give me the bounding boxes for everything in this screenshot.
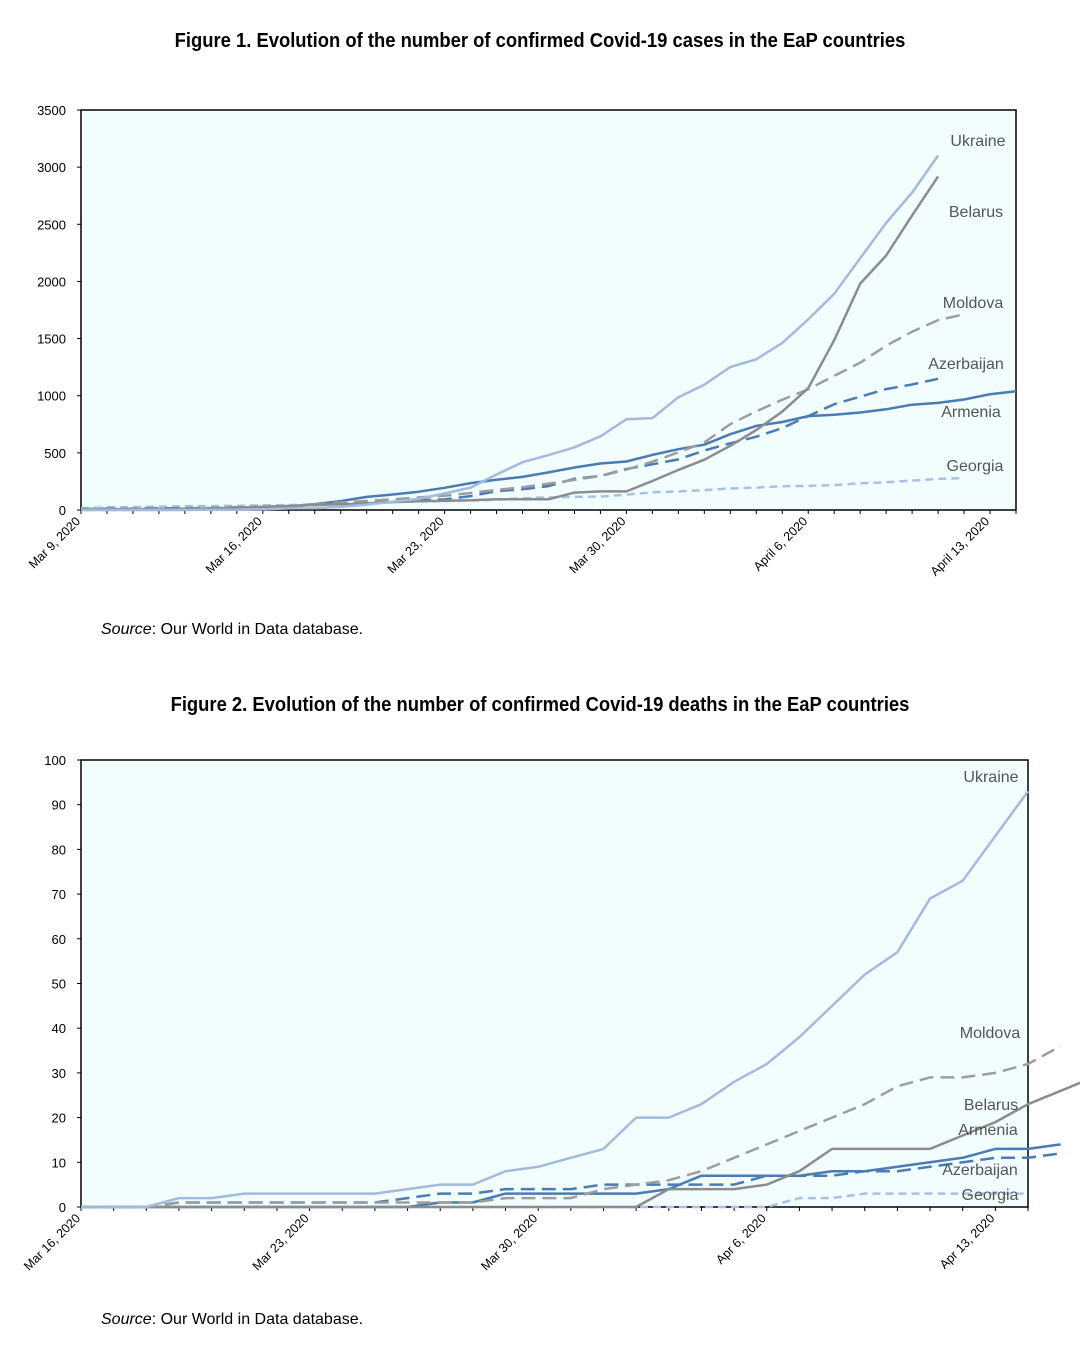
fig1-series-ukraine — [81, 154, 940, 512]
fig2-y-tick-label: 0 — [59, 1200, 66, 1215]
fig1-label-azerbaijan: Azerbaijan — [928, 356, 1004, 373]
fig2-series-azerbaijan — [81, 1152, 1061, 1209]
fig1-y-tick-label: 2500 — [37, 217, 66, 232]
fig1-series-belarus — [81, 175, 940, 511]
fig2-label-azerbaijan: Azerbaijan — [942, 1162, 1018, 1179]
figure-1-chart: 0 500 1000 1500 2000 2500 3000 3500 Mar 9, 2020 M… — [26, 103, 1017, 579]
figure-1-source-label: Source — [101, 621, 152, 638]
fig1-label-georgia: Georgia — [947, 458, 1004, 475]
fig1-x-tick-label: Mar 23, 2020 — [385, 514, 447, 576]
fig1-series-georgia — [80, 476, 965, 510]
fig1-y-tick-label: 3500 — [37, 103, 66, 118]
figure-2-source-text: : Our World in Data database. — [151, 1311, 364, 1328]
fig2-y-tick-label: 70 — [52, 887, 66, 902]
fig2-y-tick-label: 90 — [52, 798, 66, 813]
figure-2-source: Source: Our World in Data database. — [101, 1311, 363, 1329]
fig2-label-belarus: Belarus — [964, 1097, 1018, 1114]
fig2-series-belarus — [81, 1081, 1080, 1209]
fig2-x-tick-label: Mar 30, 2020 — [478, 1211, 540, 1273]
fig2-y-tick-label: 10 — [52, 1155, 66, 1170]
fig1-y-tick-label: 0 — [59, 503, 66, 518]
fig2-y-tick-label: 50 — [52, 977, 66, 992]
fig2-x-tick-label: Apr 13, 2020 — [937, 1211, 998, 1272]
fig2-y-tick-label: 30 — [52, 1066, 66, 1081]
fig2-y-tick-label: 40 — [52, 1021, 66, 1036]
fig1-label-armenia: Armenia — [941, 404, 1001, 421]
fig2-y-tick-label: 80 — [52, 842, 66, 857]
fig1-y-tick-label: 2000 — [37, 274, 66, 289]
fig1-label-belarus: Belarus — [949, 204, 1003, 221]
fig2-y-tick-label: 20 — [52, 1111, 66, 1126]
figure-2-chart: 0 10 20 30 40 50 60 70 80 90 100 Mar 16, 2020 Mar 23… — [21, 753, 1080, 1273]
fig1-x-tick-label: April 6, 2020 — [751, 514, 811, 574]
fig1-label-moldova: Moldova — [943, 295, 1004, 312]
fig2-plot-area — [80, 759, 1029, 1208]
figure-2-source-label: Source — [101, 1311, 152, 1328]
fig1-y-tick-label: 3000 — [37, 160, 66, 175]
fig1-y-tick-label: 500 — [44, 446, 66, 461]
fig2-series-moldova — [81, 1045, 1062, 1209]
fig2-x-tick-label: Mar 23, 2020 — [250, 1211, 312, 1273]
fig2-y-tick-label: 60 — [52, 932, 66, 947]
figure-1-source-text: : Our World in Data database. — [151, 621, 364, 638]
fig1-y-tick-label: 1500 — [37, 332, 66, 347]
fig2-x-tick-label: Apr 6, 2020 — [713, 1211, 769, 1267]
fig1-y-tick-label: 1000 — [37, 389, 66, 404]
fig1-x-tick-label: Mar 16, 2020 — [203, 514, 265, 576]
fig1-plot-area — [80, 109, 1017, 511]
figure-2-title: Figure 2. Evolution of the number of con… — [170, 694, 910, 716]
fig2-label-armenia: Armenia — [958, 1122, 1018, 1139]
fig2-label-ukraine: Ukraine — [963, 769, 1018, 786]
fig1-series-azerbaijan — [80, 377, 939, 511]
fig2-series-ukraine — [81, 790, 1030, 1209]
fig2-label-georgia: Georgia — [962, 1187, 1019, 1204]
fig2-label-moldova: Moldova — [960, 1025, 1021, 1042]
fig2-y-tick-label: 100 — [44, 753, 66, 768]
fig2-x-tick-label: Mar 16, 2020 — [21, 1211, 83, 1273]
fig1-x-tick-label: Mar 9, 2020 — [26, 514, 83, 571]
figure-1-title: Figure 1. Evolution of the number of con… — [174, 30, 906, 52]
fig1-x-tick-label: Mar 30, 2020 — [567, 514, 629, 576]
fig1-x-tick-label: April 13, 2020 — [928, 514, 992, 578]
figure-1-source: Source: Our World in Data database. — [101, 621, 363, 639]
fig1-label-ukraine: Ukraine — [950, 133, 1005, 150]
